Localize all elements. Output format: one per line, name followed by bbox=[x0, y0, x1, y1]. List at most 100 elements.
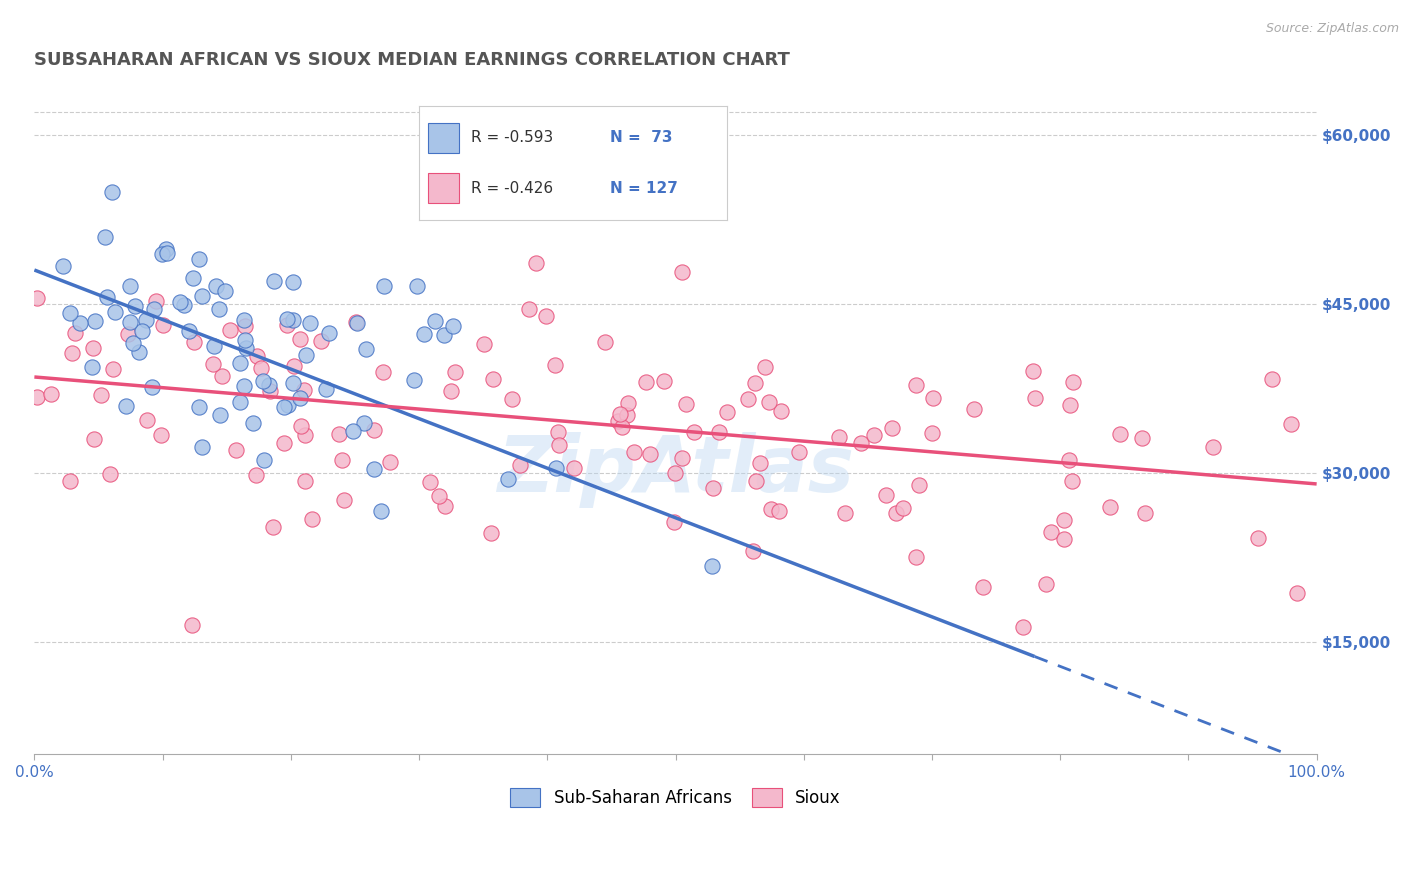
Point bbox=[509, 458, 531, 472]
Point bbox=[862, 428, 884, 442]
Point bbox=[135, 413, 157, 427]
Point bbox=[190, 289, 212, 303]
Point bbox=[277, 398, 299, 412]
Point bbox=[273, 400, 295, 414]
Point bbox=[413, 326, 436, 341]
Point bbox=[98, 467, 121, 482]
Text: SUBSAHARAN AFRICAN VS SIOUX MEDIAN EARNINGS CORRELATION CHART: SUBSAHARAN AFRICAN VS SIOUX MEDIAN EARNI… bbox=[34, 51, 790, 69]
Point bbox=[652, 374, 675, 388]
Point bbox=[257, 378, 280, 392]
Point bbox=[759, 502, 782, 516]
Point bbox=[1035, 576, 1057, 591]
Point bbox=[534, 309, 557, 323]
Point bbox=[373, 279, 395, 293]
Point bbox=[214, 284, 236, 298]
Point bbox=[875, 487, 897, 501]
Point bbox=[745, 474, 768, 488]
Point bbox=[716, 404, 738, 418]
Point bbox=[1057, 453, 1080, 467]
Point bbox=[58, 474, 80, 488]
Point bbox=[228, 394, 250, 409]
Point bbox=[607, 414, 630, 428]
Point bbox=[884, 506, 907, 520]
Point bbox=[616, 409, 638, 423]
Point bbox=[1012, 620, 1035, 634]
Point bbox=[191, 440, 214, 454]
Point bbox=[141, 380, 163, 394]
Point bbox=[683, 425, 706, 439]
Point bbox=[1024, 392, 1046, 406]
Point bbox=[246, 349, 269, 363]
Point bbox=[748, 456, 770, 470]
Point bbox=[288, 391, 311, 405]
Point bbox=[342, 424, 364, 438]
Point bbox=[770, 404, 793, 418]
Point bbox=[122, 336, 145, 351]
Point bbox=[1052, 533, 1074, 547]
Point bbox=[283, 359, 305, 373]
Point bbox=[482, 371, 505, 385]
Point bbox=[80, 359, 103, 374]
Point bbox=[346, 317, 368, 331]
Point bbox=[354, 342, 377, 356]
Point bbox=[1132, 431, 1154, 445]
Point bbox=[181, 618, 204, 632]
Point bbox=[82, 341, 104, 355]
Point bbox=[318, 326, 340, 340]
Point bbox=[371, 365, 394, 379]
Legend: Sub-Saharan Africans, Sioux: Sub-Saharan Africans, Sioux bbox=[503, 780, 848, 814]
Point bbox=[609, 407, 631, 421]
Point bbox=[441, 319, 464, 334]
Point bbox=[328, 426, 350, 441]
Point bbox=[135, 313, 157, 327]
Point bbox=[1286, 586, 1309, 600]
Point bbox=[233, 333, 256, 347]
Point bbox=[253, 452, 276, 467]
Point bbox=[363, 423, 385, 437]
Point bbox=[378, 455, 401, 469]
Point bbox=[183, 334, 205, 349]
Point bbox=[150, 428, 173, 442]
Point bbox=[1202, 441, 1225, 455]
Point bbox=[547, 438, 569, 452]
Point bbox=[433, 328, 456, 343]
Point bbox=[1279, 417, 1302, 431]
Point bbox=[128, 344, 150, 359]
Point bbox=[828, 430, 851, 444]
Point bbox=[124, 299, 146, 313]
Point bbox=[434, 499, 457, 513]
Point bbox=[707, 425, 730, 440]
Point bbox=[202, 338, 225, 352]
Point bbox=[233, 319, 256, 334]
Point bbox=[429, 489, 451, 503]
Point bbox=[142, 301, 165, 316]
Point bbox=[281, 313, 304, 327]
Point bbox=[849, 435, 872, 450]
Point bbox=[60, 346, 83, 360]
Point bbox=[702, 481, 724, 495]
Point bbox=[610, 419, 633, 434]
Point bbox=[101, 362, 124, 376]
Point bbox=[1039, 525, 1062, 540]
Point bbox=[425, 314, 447, 328]
Point bbox=[252, 374, 274, 388]
Point bbox=[290, 419, 312, 434]
Point bbox=[789, 445, 811, 459]
Point bbox=[155, 242, 177, 256]
Point bbox=[63, 326, 86, 341]
Point bbox=[249, 361, 271, 376]
Point bbox=[204, 279, 226, 293]
Point bbox=[479, 526, 502, 541]
Point bbox=[229, 356, 252, 370]
Point bbox=[276, 318, 298, 332]
Point bbox=[181, 271, 204, 285]
Point bbox=[93, 230, 115, 244]
Point bbox=[208, 301, 231, 316]
Point bbox=[834, 506, 856, 520]
Point bbox=[118, 278, 141, 293]
Point bbox=[744, 376, 766, 391]
Point bbox=[120, 315, 142, 329]
Point bbox=[201, 357, 224, 371]
Point bbox=[702, 559, 724, 574]
Point bbox=[173, 298, 195, 312]
